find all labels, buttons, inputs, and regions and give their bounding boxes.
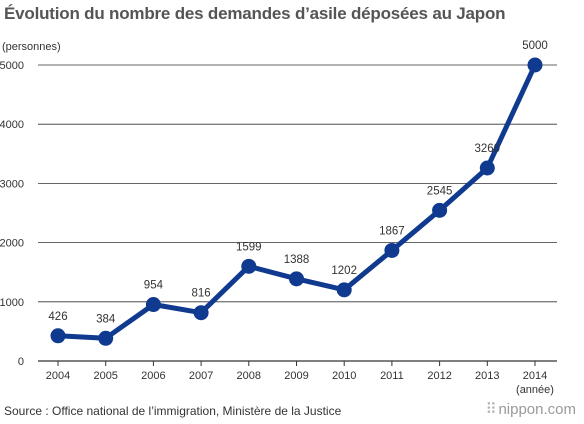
brand-name: nippon.com [498,401,576,418]
x-tick-label: 2014 [523,370,547,382]
y-tick-label: 4000 [0,119,24,131]
data-points [50,57,543,346]
data-label-2013: 3260 [475,143,501,155]
data-label-2008: 1599 [236,241,262,253]
x-tick-label: 2007 [189,370,213,382]
data-label-2014: 5000 [522,40,548,52]
data-label-2007: 816 [192,288,211,300]
data-label-2009: 1388 [284,254,310,266]
y-tick-label: 1000 [0,297,24,309]
y-tick-label: 3000 [0,178,24,190]
data-point-2014 [527,57,543,73]
data-label-2010: 1202 [331,265,357,277]
data-point-2006 [145,297,161,313]
data-point-2008 [241,258,257,274]
data-labels: 426 384 954 816 1599 1388 1202 1867 2545 3260 5000 [48,40,547,325]
data-point-2009 [289,271,304,287]
x-tick-label: 2004 [46,370,70,382]
x-axis-label: (année) [516,384,554,396]
data-label-2005: 384 [96,313,116,325]
y-axis-label: (personnes) [2,41,61,53]
data-point-2011 [384,242,400,258]
y-axis-ticks: 0 1000 2000 3000 4000 5000 [0,60,24,368]
data-point-2012 [432,202,448,218]
data-point-2004 [50,328,66,344]
data-label-2011: 1867 [379,225,405,237]
data-point-2007 [193,305,209,321]
source-note: Source : Office national de l’immigratio… [4,404,342,418]
x-tick-label: 2010 [332,370,356,382]
x-tick-label: 2008 [237,370,261,382]
x-tick-label: 2009 [284,370,308,382]
data-point-2005 [98,330,114,346]
data-label-2006: 954 [144,280,164,292]
brand-logo: ⠿ nippon.com [485,400,576,418]
data-point-2013 [479,160,495,176]
x-tick-label: 2013 [475,370,499,382]
y-tick-label: 0 [18,356,24,368]
data-point-2010 [336,282,352,298]
gridlines [38,64,557,362]
chart-title: Évolution du nombre des demandes d’asile… [4,4,506,23]
x-tick-label: 2011 [380,370,404,382]
x-axis-ticks: 2004 2005 2006 2007 2008 2009 2010 2011 2012 2013… [46,361,547,382]
x-tick-label: 2012 [427,370,451,382]
y-tick-label: 5000 [0,60,24,72]
dotted-triangle-icon: ⠿ [485,401,496,418]
x-tick-label: 2006 [141,370,165,382]
x-tick-label: 2005 [93,370,117,382]
data-label-2004: 426 [48,311,67,323]
data-label-2012: 2545 [427,185,453,197]
series-line [55,62,538,341]
y-tick-label: 2000 [0,238,24,250]
